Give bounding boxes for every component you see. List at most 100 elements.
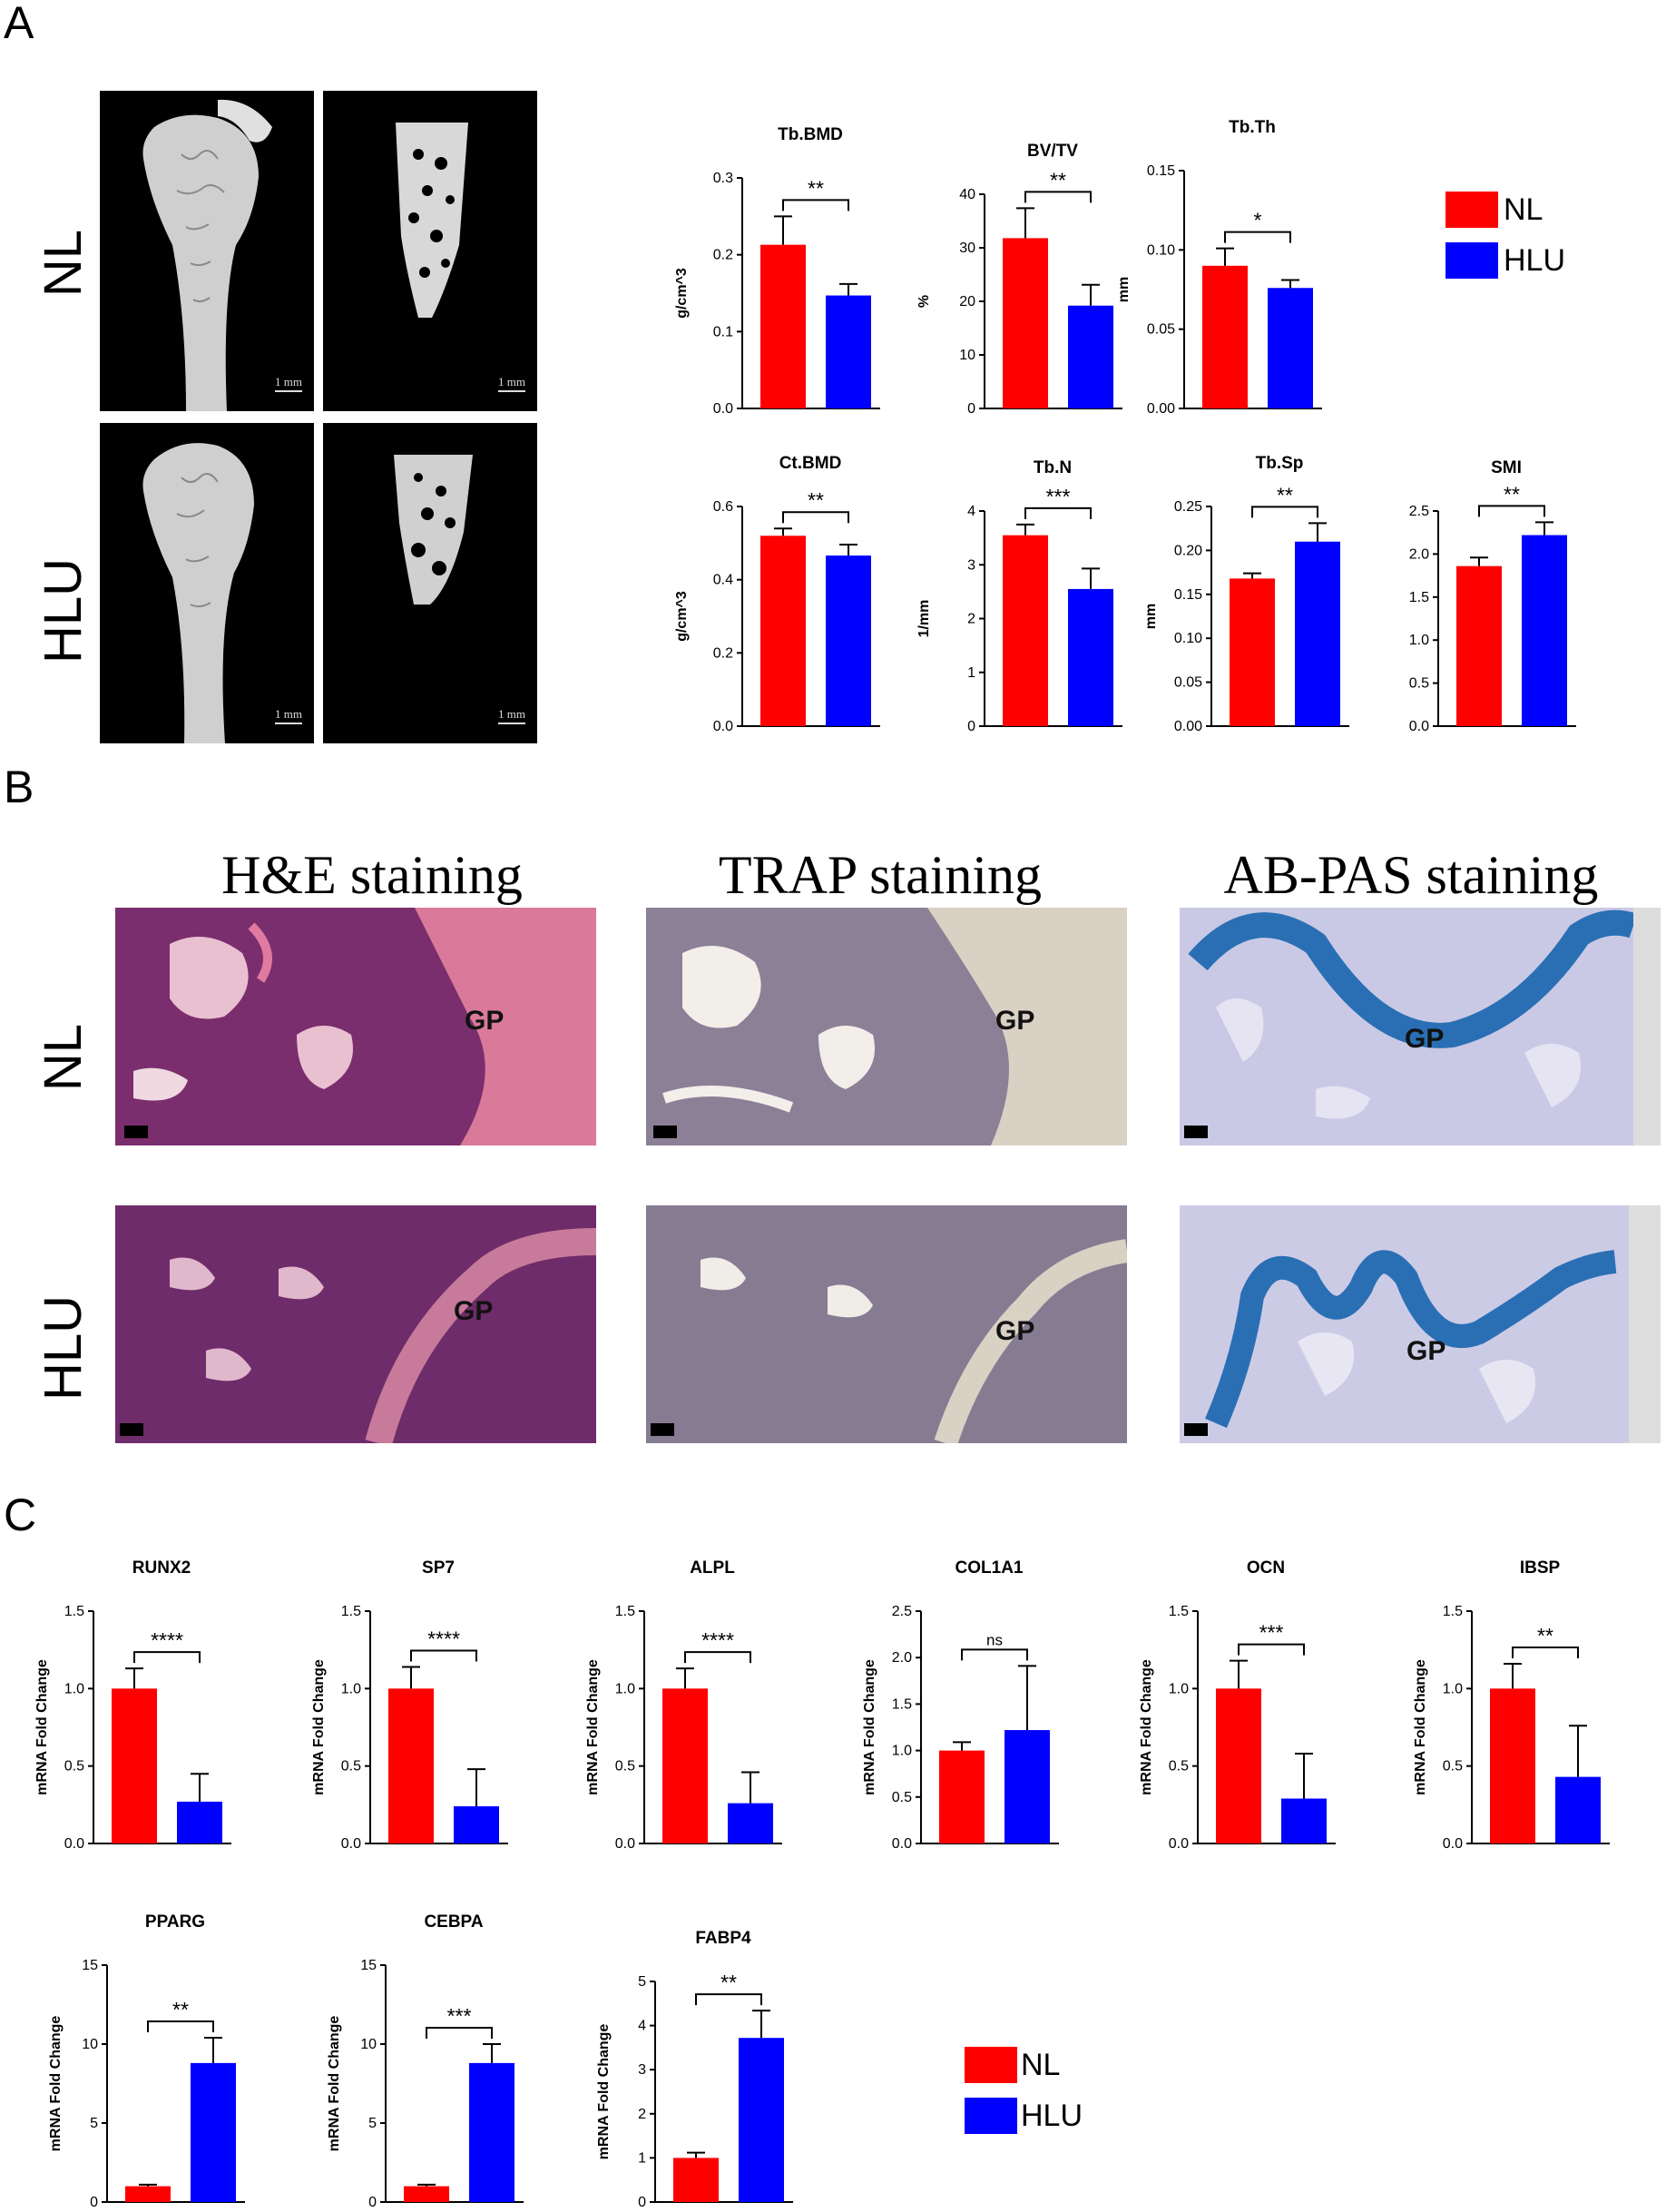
panel-label-a: A [4,0,34,48]
y-axis-label: mRNA Fold Change [862,1659,877,1795]
significance-label: **** [151,1628,183,1652]
trap-image-nl: GP [646,908,1127,1145]
y-tick-label: 1.0 [64,1681,84,1696]
y-tick-label: 0.10 [1174,631,1202,646]
y-axis-label: mRNA Fold Change [1413,1659,1428,1795]
trap-image-hlu: GP [646,1205,1127,1443]
y-tick-label: 0.15 [1174,587,1202,603]
significance-bracket [410,1649,477,1662]
microct-femur-nl: 1 mm [100,91,314,411]
y-tick-label: 1.0 [1443,1681,1463,1696]
bar-hlu [1555,1776,1601,1843]
significance-label: ** [1537,1624,1553,1647]
y-tick-label: 15 [360,1958,377,1973]
bar-nl [1202,265,1248,408]
chart-smi: 0.0 0.5 1.0 1.5 2.0 2.5 SMI ** [1409,458,1576,734]
significance-bracket [782,199,849,211]
y-tick-label: 0.5 [615,1759,635,1775]
scale-bar [498,390,525,392]
y-axis-label: mRNA Fold Change [596,2024,612,2160]
chart-title: RUNX2 [132,1558,191,1578]
y-axis-label: 1/mm [916,600,932,638]
bar-nl [1490,1688,1535,1843]
bar-hlu [826,555,871,726]
y-tick-label: 1.0 [1409,633,1429,648]
y-tick-label: 2 [638,2107,646,2122]
significance-bracket [147,2020,214,2033]
y-tick-label: 1 [967,665,975,681]
significance-label: ns [986,1631,1003,1648]
bar-nl [939,1750,985,1843]
scale-label: 1 mm [275,375,302,388]
y-tick-label: 10 [360,2037,377,2052]
scale-bar [498,723,525,724]
significance-label: **** [427,1627,460,1650]
chart-bvtv: 0 10 20 30 40% BV/TV ** [916,142,1122,417]
chart-title: BV/TV [1027,142,1078,161]
y-tick-label: 40 [959,187,975,202]
y-tick-label: 1.0 [892,1744,912,1759]
scale-bar [275,723,302,724]
y-tick-label: 0.2 [713,645,733,661]
y-tick-label: 0.5 [1169,1759,1189,1775]
y-tick-label: 0 [368,2195,377,2210]
y-tick-label: 1.5 [64,1604,84,1619]
gp-label: GP [465,1006,505,1036]
y-axis-label: mRNA Fold Change [311,1659,327,1795]
significance-bracket [782,511,849,524]
bar-hlu [1068,588,1113,726]
panel-label-b: B [4,762,34,812]
chart-fabp4: 0 1 2 3 4 5 mRNA Fold Change FABP4 ** [596,1929,793,2210]
y-tick-label: 20 [959,294,975,310]
chart-title: SMI [1491,458,1522,477]
chart-title: PPARG [145,1912,205,1932]
bar-hlu [1295,541,1340,726]
y-tick-label: 0.20 [1174,543,1202,558]
bar-nl [1216,1688,1261,1843]
abpas-image-nl: GP [1180,908,1661,1145]
y-tick-label: 0.2 [713,248,733,263]
bar-hlu [1004,1730,1050,1843]
chart-title: CEBPA [424,1912,483,1932]
y-tick-label: 0 [638,2195,646,2210]
significance-label: ** [720,1971,737,1994]
y-tick-label: 10 [82,2037,98,2052]
y-tick-label: 0.6 [713,499,733,515]
y-tick-label: 2.5 [892,1604,912,1619]
bar-nl [112,1688,157,1843]
y-tick-label: 0.0 [341,1836,361,1852]
chart-tbth: 0.00 0.05 0.10 0.15 mm Tb.Th * [1116,118,1322,417]
significance-bracket [1224,231,1291,243]
chart-col1a1: 0.0 0.5 1.0 1.5 2.0 2.5 mRNA Fold Change COL1A1… [862,1558,1059,1852]
gp-label: GP [1406,1336,1446,1366]
scale-bar [653,1126,677,1138]
legend-label-hlu-c: HLU [1021,2099,1083,2133]
abpas-staining-title: AB-PAS staining [1223,845,1599,905]
y-tick-label: 5 [368,2116,377,2131]
y-tick-label: 0.5 [1443,1759,1463,1775]
bar-nl [760,244,806,408]
y-tick-label: 0.5 [64,1759,84,1775]
bar-nl [662,1688,708,1843]
significance-label: *** [447,2004,472,2028]
y-axis-label: mm [1116,277,1132,302]
chart-alpl: 0.0 0.5 1.0 1.5 mRNA Fold Change ALPL **** [585,1558,782,1852]
y-tick-label: 10 [959,348,975,363]
y-tick-label: 0.0 [1169,1836,1189,1852]
significance-bracket [426,2027,493,2039]
y-tick-label: 0.5 [341,1759,361,1775]
bar-hlu [469,2062,514,2202]
y-tick-label: 0 [90,2195,98,2210]
y-tick-label: 0.0 [713,401,733,417]
microct-femur-hlu: 1 mm [100,423,314,743]
y-tick-label: 0.5 [892,1790,912,1805]
bar-hlu [191,2062,236,2202]
bar-hlu [1268,288,1313,408]
significance-label: ** [1277,483,1293,506]
legend-swatch-nl [1446,192,1498,228]
significance-label: ** [808,176,824,200]
significance-bracket [133,1651,201,1664]
scale-bar [124,1126,148,1138]
chart-tbn: 0 1 2 3 4 1/mm Tb.N *** [916,458,1122,734]
